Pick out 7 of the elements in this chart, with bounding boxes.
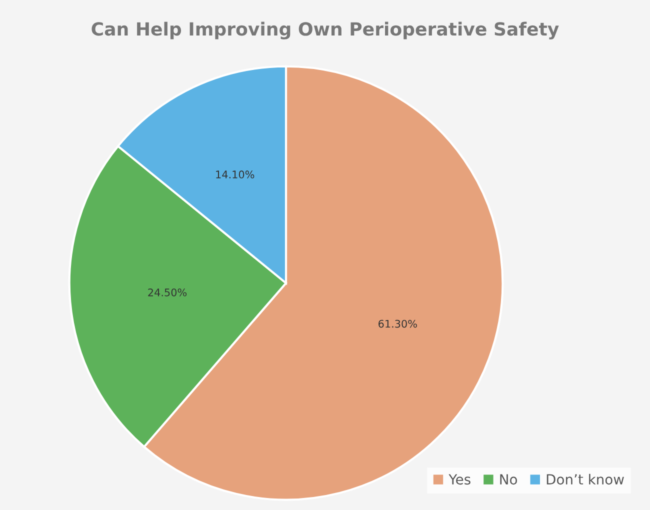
legend-label: No [500, 474, 517, 485]
data-label: 14.10% [216, 170, 254, 178]
legend-label: Don’t know [546, 474, 624, 485]
data-label: 24.50% [148, 288, 187, 296]
data-label: 61.30% [378, 320, 417, 328]
chart-title: Can Help Improving Own Perioperative Safety [92, 22, 559, 40]
legend-label: Yes [448, 474, 470, 485]
